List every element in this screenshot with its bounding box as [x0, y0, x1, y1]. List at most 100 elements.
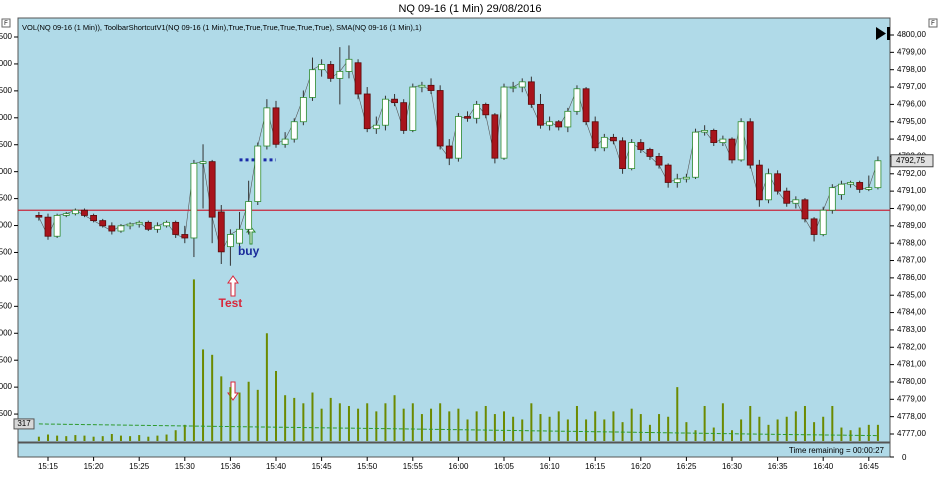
y-tick-label: 4789,00 — [897, 221, 926, 230]
candle-body — [828, 187, 836, 211]
volume-bar — [92, 436, 95, 441]
y-tick-label: 4784,00 — [897, 308, 926, 317]
candle-body — [509, 86, 517, 89]
candle-body — [619, 140, 626, 169]
y-tick-label: 4791,00 — [897, 186, 926, 195]
volume-bar — [731, 430, 733, 441]
y-tick-label: 4798,00 — [897, 65, 926, 74]
candle-body — [436, 90, 444, 147]
candle-body — [163, 221, 170, 227]
volume-bar — [594, 411, 597, 441]
candle-body — [391, 98, 398, 104]
candle-body — [746, 121, 754, 166]
candle-body — [154, 225, 161, 230]
volume-bar — [338, 403, 341, 441]
y2-tick-label: 3500 — [0, 248, 13, 257]
time-remaining: Time remaining = 00:00:27 — [789, 446, 885, 455]
candle-body — [263, 107, 271, 147]
volume-bar — [393, 395, 396, 441]
volume-bar — [512, 416, 515, 441]
x-tick-label: 15:30 — [175, 462, 196, 471]
candle-body — [336, 71, 344, 79]
panel-badge — [1, 18, 11, 28]
candle-body — [600, 136, 608, 149]
sma-badge — [13, 418, 35, 430]
volume-bar — [329, 397, 332, 441]
plot-area — [17, 17, 891, 443]
play-icon[interactable] — [876, 27, 886, 40]
candle-body — [108, 225, 116, 232]
candle-body — [838, 183, 845, 195]
volume-bar — [311, 392, 314, 441]
x-tick-label: 15:40 — [266, 462, 287, 471]
annotation: buy — [238, 244, 260, 258]
y-tick-label: 4778,00 — [897, 412, 926, 421]
last-price-label: 4792,75 — [896, 156, 925, 165]
volume-bar — [202, 349, 205, 441]
volume-bar — [293, 397, 296, 441]
volume-bar — [357, 408, 360, 441]
candle-body — [44, 216, 52, 237]
x-tick-label: 16:35 — [768, 462, 789, 471]
volume-bar — [74, 435, 77, 441]
volume-bar — [712, 427, 715, 441]
candle-body — [208, 161, 216, 218]
y2-tick-label: 7000 — [0, 59, 13, 68]
sma-badge-label: 317 — [17, 419, 31, 428]
y-tick-label: 4800,00 — [897, 30, 926, 39]
volume-bar — [37, 436, 40, 441]
volume-bar — [129, 436, 132, 441]
volume-bar — [667, 416, 670, 441]
end-bar-icon[interactable] — [887, 27, 890, 40]
candle-body — [664, 164, 672, 183]
volume-bar — [548, 416, 551, 441]
volume-bar — [776, 419, 779, 441]
volume-bar — [585, 419, 588, 441]
volume-bar — [147, 436, 150, 441]
x-tick-label: 16:25 — [676, 462, 697, 471]
candle-body — [327, 64, 335, 79]
candle-body — [655, 156, 663, 166]
bottom-axis-label: 0 — [902, 453, 907, 462]
volume-bar — [448, 411, 451, 441]
candle-body — [610, 136, 617, 142]
candle-body — [792, 199, 800, 204]
candle-body — [737, 121, 745, 161]
volume-bar — [703, 405, 706, 441]
volume-bar — [475, 411, 478, 441]
skip-to-end-button[interactable] — [876, 27, 890, 40]
x-tick-label: 16:30 — [722, 462, 743, 471]
volume-bar — [867, 424, 870, 441]
candle-body — [491, 114, 499, 159]
candle-body — [199, 161, 207, 164]
candle-body — [117, 225, 125, 232]
candle-body — [272, 107, 280, 145]
y-tick-label: 4792,00 — [897, 169, 926, 178]
x-tick-label: 16:10 — [540, 462, 561, 471]
candle-body — [774, 173, 781, 192]
candle-body — [418, 84, 426, 88]
x-tick-label: 15:50 — [357, 462, 378, 471]
volume-bar — [192, 279, 195, 441]
candle-body — [409, 86, 417, 131]
y2-tick-label: 4500 — [0, 194, 13, 203]
test-arrow — [227, 275, 239, 297]
volume-bar — [794, 411, 797, 441]
volume-bar — [138, 435, 141, 441]
candle-body — [810, 218, 818, 235]
volume-bar — [420, 414, 423, 441]
candle-body — [527, 81, 535, 105]
volume-bar — [767, 424, 770, 441]
volume-bar — [457, 408, 460, 441]
volume-bar — [211, 354, 214, 441]
y-tick-label: 4788,00 — [897, 238, 926, 247]
x-tick-label: 16:00 — [448, 462, 469, 471]
volume-bar — [740, 419, 743, 441]
candle-body — [181, 234, 189, 239]
volume-bar — [275, 370, 277, 441]
y-tick-label: 4786,00 — [897, 273, 926, 282]
candle-body — [427, 84, 435, 91]
volume-bar — [47, 434, 49, 441]
x-tick-label: 15:36 — [220, 462, 241, 471]
